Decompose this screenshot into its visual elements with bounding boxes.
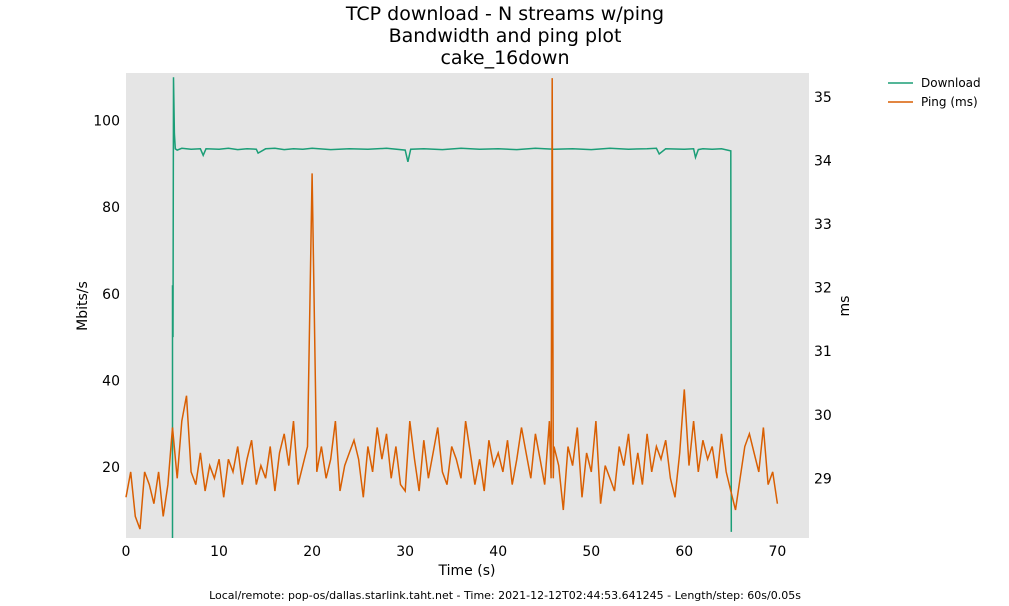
legend: Download Ping (ms) xyxy=(888,76,981,109)
y-tick-label: 100 xyxy=(93,114,120,130)
y-tick-label: 80 xyxy=(102,200,120,216)
y-right-tick-label: 32 xyxy=(814,281,832,297)
y-axis-right-label: ms xyxy=(837,296,853,317)
x-tick-label: 60 xyxy=(675,544,693,560)
y-right-tick-label: 35 xyxy=(814,90,832,106)
y-right-tick-label: 33 xyxy=(814,217,832,233)
x-tick-label: 70 xyxy=(768,544,786,560)
legend-label-ping: Ping (ms) xyxy=(921,95,978,109)
chart-title-line-3: cake_16down xyxy=(440,47,569,69)
y-right-tick-label: 34 xyxy=(814,154,832,170)
x-tick-label: 50 xyxy=(582,544,600,560)
x-tick-label: 0 xyxy=(122,544,131,560)
y-right-tick-label: 31 xyxy=(814,344,832,360)
chart-title-line-2: Bandwidth and ping plot xyxy=(389,25,622,47)
x-tick-label: 10 xyxy=(210,544,228,560)
x-axis-label: Time (s) xyxy=(438,563,496,579)
x-tick-label: 40 xyxy=(489,544,507,560)
y-tick-label: 40 xyxy=(102,373,120,389)
y-tick-label: 60 xyxy=(102,287,120,303)
y-axis-label: Mbits/s xyxy=(75,281,91,331)
footer-info: Local/remote: pop-os/dallas.starlink.tah… xyxy=(209,589,801,602)
x-tick-label: 20 xyxy=(303,544,321,560)
x-tick-label: 30 xyxy=(396,544,414,560)
chart-title-line-1: TCP download - N streams w/ping xyxy=(345,3,664,25)
series-line-ping xyxy=(125,78,779,530)
y-right-tick-label: 30 xyxy=(814,408,832,424)
legend-label-download: Download xyxy=(921,76,981,90)
y-right-tick-label: 29 xyxy=(814,471,832,487)
y-tick-label: 20 xyxy=(102,460,120,476)
plot-area xyxy=(126,73,809,538)
series-line-download xyxy=(171,77,733,538)
